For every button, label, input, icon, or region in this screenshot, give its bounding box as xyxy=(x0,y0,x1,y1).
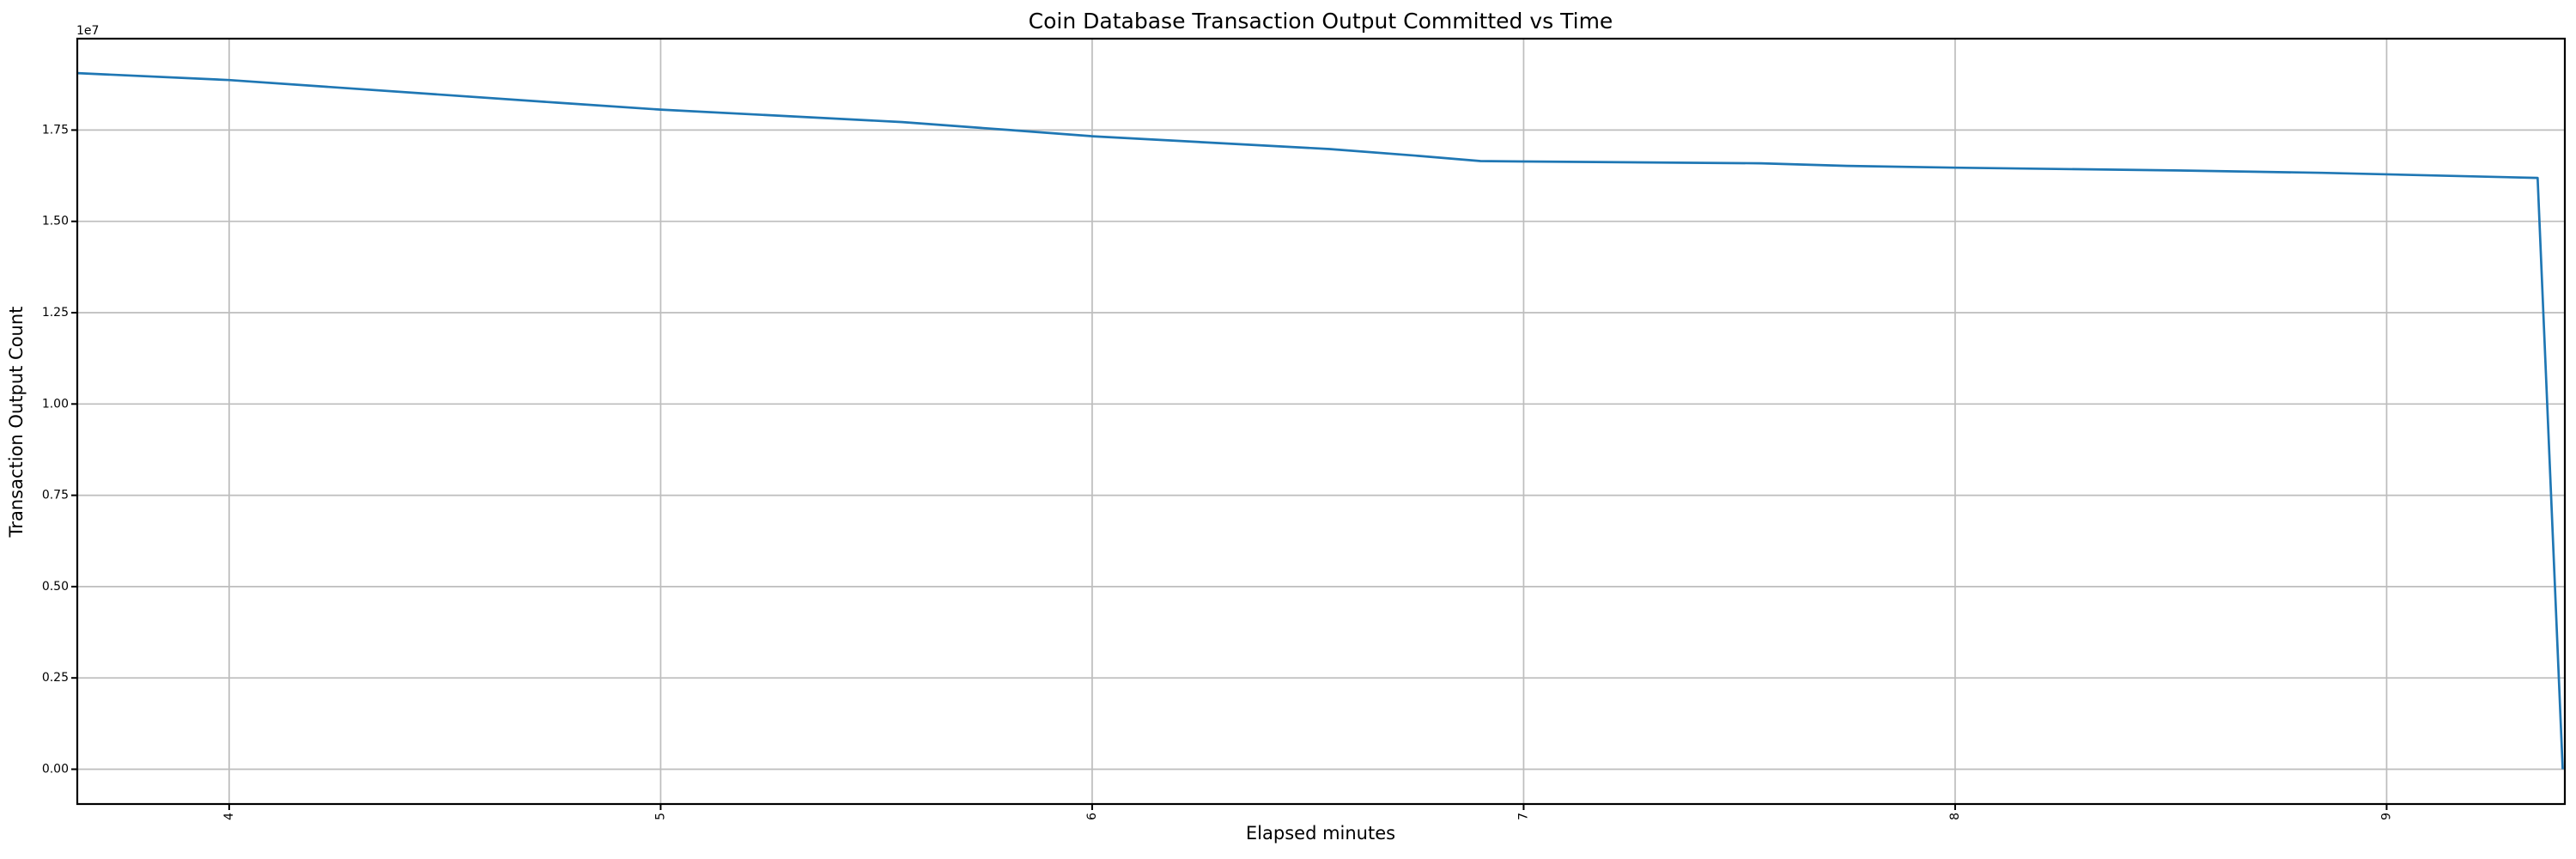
x-gridlines xyxy=(228,39,2388,804)
svg-text:0.25: 0.25 xyxy=(42,671,69,685)
svg-text:0.75: 0.75 xyxy=(42,489,69,503)
plot-border xyxy=(76,37,2567,806)
y-axis-offset-label: 1e7 xyxy=(76,24,99,38)
svg-text:1.75: 1.75 xyxy=(42,123,69,137)
svg-text:9: 9 xyxy=(2379,813,2393,820)
svg-text:4: 4 xyxy=(222,813,236,820)
axis-tick-marks xyxy=(71,129,2388,810)
svg-text:1.00: 1.00 xyxy=(42,397,69,411)
svg-text:8: 8 xyxy=(1948,813,1962,820)
svg-text:1.50: 1.50 xyxy=(42,215,69,228)
svg-text:0.50: 0.50 xyxy=(42,580,69,594)
svg-text:1.25: 1.25 xyxy=(42,306,69,320)
svg-text:7: 7 xyxy=(1516,813,1530,820)
svg-text:6: 6 xyxy=(1085,813,1099,820)
svg-text:0.00: 0.00 xyxy=(42,763,69,777)
x-axis-label: Elapsed minutes xyxy=(1246,823,1395,844)
y-axis-label: Transaction Output Count xyxy=(6,307,27,539)
svg-text:5: 5 xyxy=(653,813,667,820)
y-gridlines xyxy=(77,129,2565,771)
y-tick-labels: 0.00 0.25 0.50 0.75 1.00 1.25 1.50 1.75 xyxy=(42,123,69,776)
x-tick-labels: 4 5 6 7 8 9 xyxy=(222,813,2394,820)
data-line xyxy=(76,71,2564,770)
chart-title: Coin Database Transaction Output Committ… xyxy=(1029,9,1613,34)
